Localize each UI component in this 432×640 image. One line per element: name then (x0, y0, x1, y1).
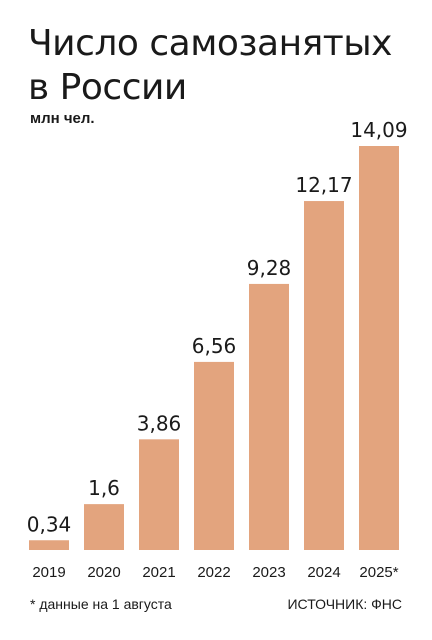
x-tick-label-2022: 2022 (197, 564, 230, 581)
bar-2022 (194, 361, 234, 550)
bar-2020 (84, 504, 124, 550)
value-label-2019: 0,34 (27, 512, 72, 536)
x-tick-label-2021: 2021 (142, 564, 175, 581)
value-label-2022: 6,56 (192, 334, 237, 358)
source-label: ИСТОЧНИК: ФНС (287, 596, 402, 612)
x-tick-label-2023: 2023 (252, 564, 285, 581)
x-tick-label-2020: 2020 (87, 564, 120, 581)
chart-title-line-1: Число самозанятых (28, 23, 392, 64)
x-tick-label-2025: 2025* (359, 564, 398, 581)
unit-label: млн чел. (30, 110, 95, 127)
bar-2019 (29, 540, 69, 550)
chart-title: Число самозанятых в России (28, 22, 392, 110)
bar-2021 (139, 439, 179, 550)
value-label-2021: 3,86 (137, 411, 182, 435)
footnote: * данные на 1 августа (30, 596, 172, 612)
value-label-2025: 14,09 (350, 118, 407, 142)
bar-2023 (249, 283, 289, 550)
x-tick-label-2024: 2024 (307, 564, 340, 581)
bar-2025 (359, 146, 399, 550)
value-label-2024: 12,17 (295, 173, 352, 197)
chart-title-line-2: в России (28, 67, 187, 108)
value-label-2023: 9,28 (247, 256, 292, 280)
x-tick-label-2019: 2019 (32, 564, 65, 581)
bar-2024 (304, 201, 344, 550)
value-label-2020: 1,6 (88, 476, 120, 500)
